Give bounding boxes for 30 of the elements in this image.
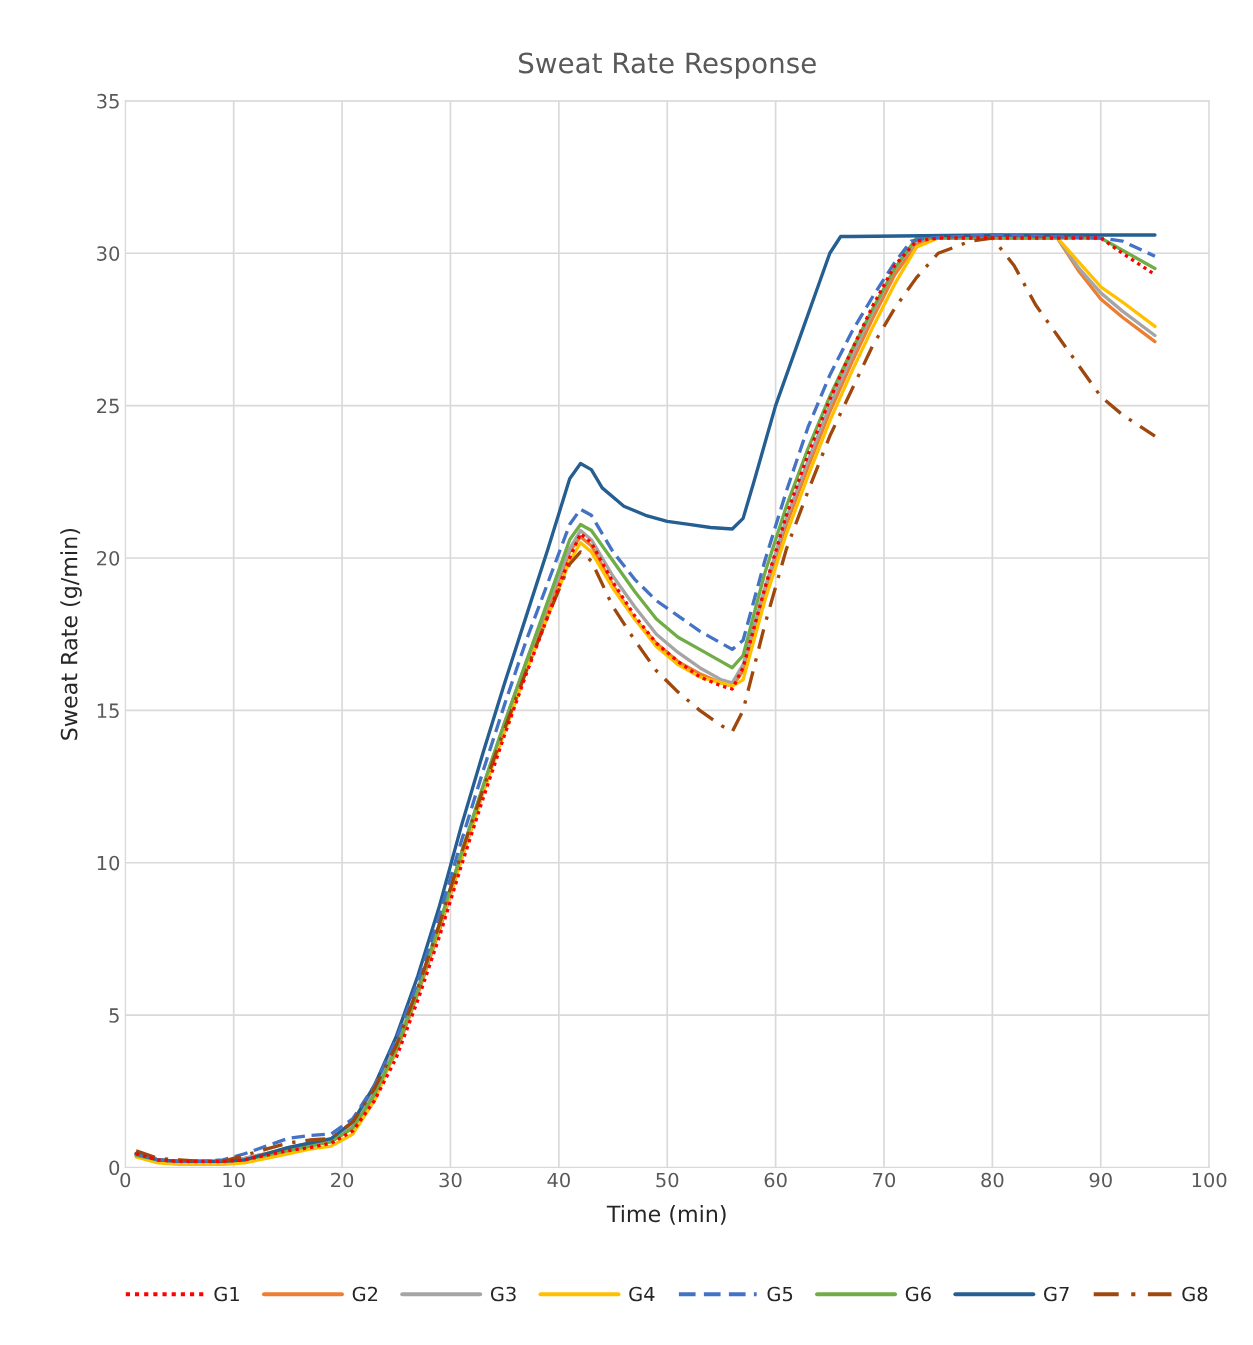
y-tick-label: 35	[97, 93, 119, 109]
y-tick-label: 25	[97, 398, 119, 414]
x-tick-label: 30	[439, 1172, 462, 1188]
legend-label: G8	[1182, 1286, 1208, 1302]
x-axis-title: Time (min)	[606, 1205, 726, 1225]
chart-title: Sweat Rate Response	[519, 52, 816, 79]
x-tick-label: 10	[223, 1172, 245, 1188]
legend-label: G2	[352, 1286, 378, 1302]
legend-label: G6	[905, 1286, 931, 1302]
x-tick-label: 50	[656, 1172, 679, 1188]
x-tick-label: 80	[981, 1172, 1004, 1188]
x-tick-label: 20	[331, 1172, 354, 1188]
y-tick-label: 15	[97, 703, 119, 719]
y-tick-label: 30	[97, 246, 120, 261]
legend-label: G7	[1044, 1286, 1069, 1302]
y-tick-label: 20	[97, 550, 120, 566]
x-tick-label: 90	[1089, 1172, 1112, 1188]
y-tick-label: 5	[109, 1008, 119, 1023]
x-tick-label: 40	[547, 1172, 570, 1188]
legend-label: G1	[214, 1286, 239, 1302]
x-tick-label: 70	[873, 1172, 896, 1188]
x-tick-label: 100	[1192, 1172, 1227, 1188]
x-tick-label: 60	[764, 1172, 787, 1188]
legend-label: G4	[629, 1286, 655, 1302]
legend-label: G3	[490, 1286, 516, 1302]
legend-label: G5	[767, 1286, 793, 1302]
x-tick-label: 0	[120, 1172, 131, 1188]
y-tick-label: 0	[109, 1160, 120, 1176]
y-tick-label: 10	[97, 855, 120, 871]
y-axis-title: Sweat Rate (g/min)	[60, 528, 82, 740]
